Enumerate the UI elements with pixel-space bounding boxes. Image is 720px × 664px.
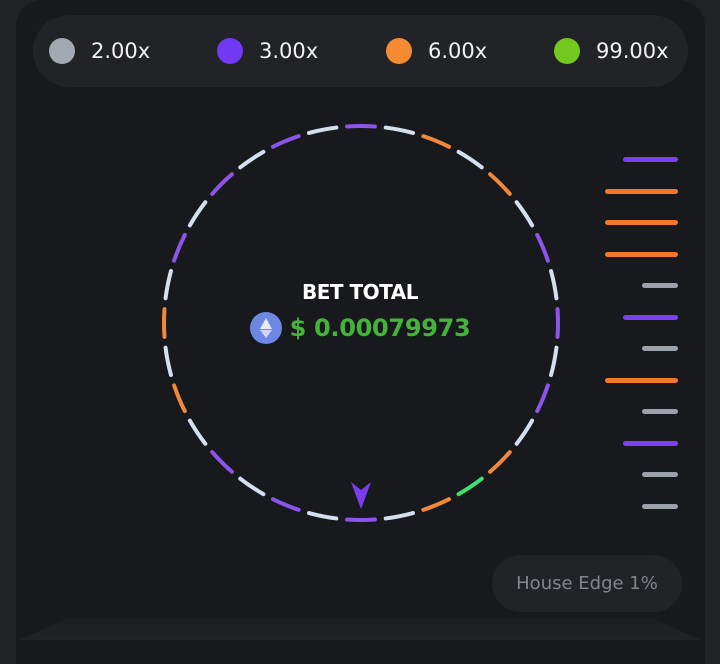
history-bar-purple: [623, 314, 678, 320]
wheel-segment-white: [187, 418, 208, 446]
bet-total-value: $ 0.00079973: [289, 314, 471, 342]
gray-dot-icon: [49, 38, 75, 64]
legend-item-99x: 99.00x: [554, 15, 669, 87]
wheel-segment-purple: [270, 497, 301, 512]
multiplier-legend: 2.00x 3.00x 6.00x 99.00x: [33, 15, 688, 87]
history-bar-purple: [623, 157, 678, 162]
history-bar-orange: [605, 220, 678, 225]
bet-total-title: BET TOTAL: [302, 280, 418, 304]
history-bar-purple: [623, 440, 678, 446]
arrow-down-icon: [351, 482, 371, 509]
orange-dot-icon: [386, 38, 412, 64]
wheel-segment-white: [456, 149, 484, 170]
history-bar-orange: [605, 377, 678, 383]
wheel-segment-white: [163, 345, 173, 377]
history-bar-orange: [605, 251, 678, 257]
wheel-segment-white: [307, 125, 339, 135]
legend-item-3x: 3.00x: [217, 15, 318, 87]
history-bar-gray: [642, 503, 678, 509]
wheel-segment-white: [514, 418, 535, 446]
wheel-segment-white: [549, 345, 559, 377]
game-card: [16, 0, 705, 664]
legend-item-6x: 6.00x: [386, 15, 487, 87]
wheel-segment-green: [456, 476, 484, 497]
wheel-segment-white: [514, 200, 535, 228]
ethereum-icon: [249, 312, 282, 344]
legend-label: 2.00x: [91, 39, 151, 63]
wheel-segment-white: [549, 269, 559, 301]
wheel-segment-purple: [210, 450, 234, 474]
wheel-segment-orange: [421, 134, 452, 149]
wheel-segment-white: [383, 125, 415, 135]
wheel-segment-white: [238, 149, 266, 170]
wheel-segment-white: [383, 511, 415, 521]
legend-item-2x: 2.00x: [49, 15, 150, 87]
wheel-segment-white: [307, 511, 339, 521]
wheel-segment-white: [163, 269, 173, 301]
wheel-segment-purple: [535, 383, 550, 414]
wheel-segment-orange: [488, 450, 512, 474]
wheel-segment-purple: [210, 172, 234, 196]
bet-total-display: BET TOTAL $ 0.00079973: [200, 280, 520, 344]
wheel-segment-orange: [172, 383, 187, 414]
table-edge: [20, 618, 700, 640]
legend-label: 99.00x: [596, 39, 669, 63]
green-dot-icon: [554, 38, 580, 64]
wheel-segment-purple: [535, 232, 550, 263]
purple-dot-icon: [217, 38, 243, 64]
wheel-segment-orange: [421, 497, 452, 512]
history-bar-orange: [605, 188, 678, 194]
legend-label: 3.00x: [259, 39, 319, 63]
history-bar-gray: [642, 472, 678, 477]
wheel-segment-white: [187, 200, 208, 228]
history-bar-gray: [642, 346, 678, 351]
wheel-segment-purple: [270, 134, 301, 149]
house-edge-badge: House Edge 1%: [492, 555, 682, 612]
legend-label: 6.00x: [428, 39, 488, 63]
wheel-segment-purple: [172, 232, 187, 263]
wheel-segment-orange: [488, 172, 512, 196]
history-bar-gray: [642, 409, 678, 414]
history-bar-gray: [642, 283, 678, 288]
wheel-segment-white: [238, 476, 266, 497]
